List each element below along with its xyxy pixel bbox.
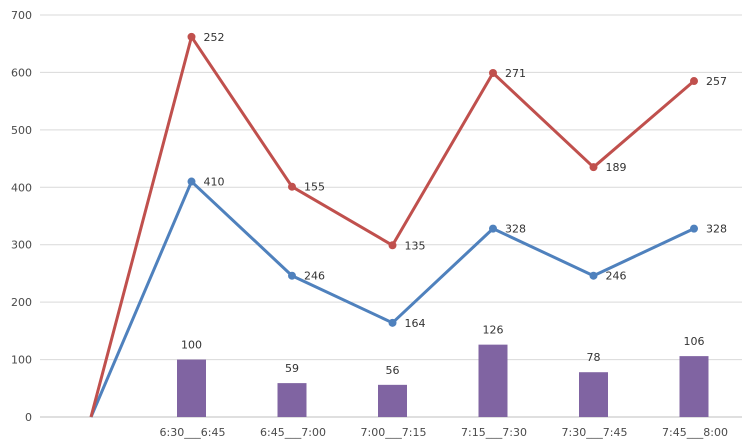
line-data-label: 410 [204,176,225,189]
bar [478,344,508,417]
series-point [690,224,698,233]
series-point [589,163,598,172]
series-point [489,69,497,78]
x-tick-label: 7:45___8:00 [662,426,728,439]
line-data-label: 252 [204,31,225,44]
bar [579,372,608,417]
line-data-label: 189 [606,161,627,174]
y-tick-label: 200 [11,296,32,309]
x-tick-label: 7:00___7:15 [361,426,427,439]
bar-data-label: 78 [587,351,601,364]
bar-data-label: 106 [684,335,705,348]
bar [177,359,206,417]
series-point [388,318,397,327]
line-data-label: 164 [405,317,426,330]
y-tick-label: 300 [11,239,32,252]
bar-data-label: 126 [483,324,504,337]
line-data-label: 135 [405,239,426,252]
gridlines [40,14,742,418]
bar [679,356,709,417]
bar [277,383,307,417]
line-data-label: 271 [505,67,526,80]
y-tick-label: 600 [11,66,32,79]
line-data-label: 257 [706,75,727,88]
series-point [589,271,598,280]
bar-data-label: 59 [285,362,299,375]
x-axis: 6:30___6:45 6:45___7:00 7:00___7:15 7:15___… [160,426,728,439]
y-axis: 0 100 200 300 400 500 600 700 [11,9,32,424]
y-tick-label: 100 [11,354,32,367]
series-point [388,241,397,250]
series-point [489,224,497,233]
series-point [288,271,296,280]
line-series [89,32,698,418]
y-tick-label: 0 [25,411,32,424]
series-point [690,77,698,86]
x-tick-label: 7:15___7:30 [461,426,527,439]
line-data-label: 246 [304,270,325,283]
line-data-label: 246 [606,270,627,283]
bar-data-label: 100 [181,339,202,352]
bar [378,384,407,417]
series-point [187,32,196,41]
series-point [288,182,296,191]
line-data-label: 155 [304,181,325,194]
bar-data-label: 56 [386,364,400,377]
x-tick-label: 7:30___7:45 [562,426,628,439]
x-tick-label: 6:45___7:00 [260,426,326,439]
series-point [187,177,196,186]
line-data-label: 328 [505,223,526,236]
bar-series [177,344,709,417]
x-tick-label: 6:30___6:45 [160,426,226,439]
y-tick-label: 500 [11,124,32,137]
line-data-label: 328 [706,223,727,236]
y-tick-label: 700 [11,9,32,22]
y-tick-label: 400 [11,181,32,194]
data-labels: 100 59 56 126 78 106 410 246 164 328 246 328 252 155 1… [181,31,727,377]
